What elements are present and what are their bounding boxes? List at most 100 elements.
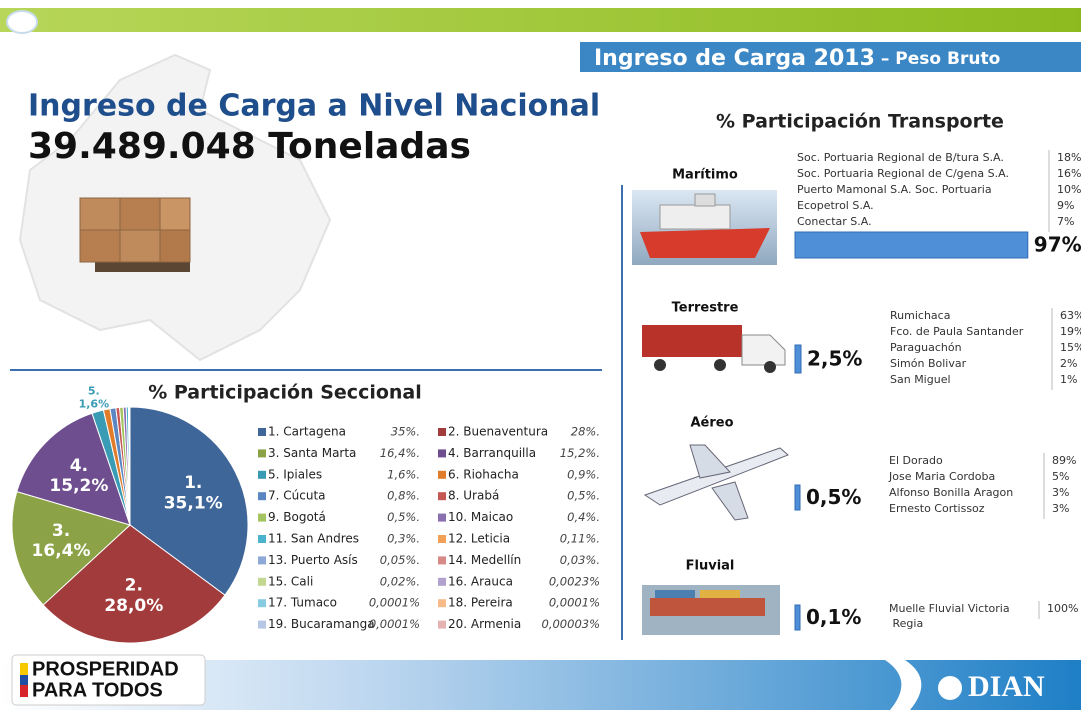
banner-subtitle: – Peso Bruto	[881, 49, 1000, 69]
share-bar	[795, 232, 1028, 258]
entity-name: Soc. Portuaria Regional de B/tura S.A.	[797, 151, 1004, 164]
legend-swatch	[438, 621, 446, 629]
legend-name: 1. Cartagena	[268, 425, 346, 439]
legend-swatch	[258, 556, 266, 564]
legend-swatch	[258, 578, 266, 586]
flag-red	[20, 685, 28, 697]
legend-value: 0,0001%	[369, 617, 420, 631]
logo-line1: PROSPERIDAD	[32, 658, 179, 680]
legend-value: 35%.	[391, 425, 420, 439]
slice-percent: 28,0%	[104, 596, 163, 616]
legend-value: 0,02%.	[380, 574, 420, 588]
pie-title: % Participación Seccional	[148, 382, 422, 404]
entity-share: 63%	[1060, 309, 1081, 322]
legend-value: 0,5%.	[567, 489, 600, 503]
share-label: 0,5%	[806, 485, 861, 509]
corner-ornament	[7, 11, 37, 33]
share-label: 2,5%	[807, 347, 862, 371]
share-label: 97%	[1034, 233, 1081, 257]
entity-share: 1%	[1060, 373, 1077, 386]
legend-name: 8. Urabá	[448, 489, 499, 503]
truck-image	[642, 325, 785, 373]
entity-share: 89%	[1052, 454, 1076, 467]
legend-name: 3. Santa Marta	[268, 446, 356, 460]
entity-name: San Miguel	[890, 373, 951, 386]
legend-value: 0,8%.	[387, 489, 420, 503]
entity-share: 18%	[1057, 151, 1081, 164]
dian-emblem	[938, 676, 962, 700]
legend-swatch	[258, 428, 266, 436]
entity-name: Jose Maria Cordoba	[888, 470, 995, 483]
legend-name: 20. Armenia	[448, 617, 521, 631]
entity-share: 9%	[1057, 199, 1074, 212]
legend-swatch	[258, 514, 266, 522]
legend-name: 17. Tumaco	[268, 596, 337, 610]
slice-percent: 35,1%	[164, 493, 223, 513]
entity-share: 10%	[1057, 183, 1081, 196]
entity-share: 16%	[1057, 167, 1081, 180]
barge-image	[642, 585, 780, 635]
legend-name: 19. Bucaramanga	[268, 617, 375, 631]
slice-number: 4.	[70, 456, 88, 476]
legend-name: 10. Maicao	[448, 510, 513, 524]
banner-title: Ingreso de Carga 2013 – Peso Bruto	[594, 46, 1000, 71]
legend-name: 14. Medellín	[448, 553, 521, 567]
top-bar	[0, 8, 1081, 32]
entity-name: Ecopetrol S.A.	[797, 199, 874, 212]
share-bar	[795, 605, 800, 630]
page: Ingreso de Carga 2013 – Peso Bruto Ingres…	[0, 0, 1081, 710]
slice-number: 5.	[88, 384, 100, 397]
transport-title: % Participación Transporte	[716, 111, 1004, 133]
share-bar	[795, 485, 800, 510]
entity-name-line: Muelle Fluvial Victoria	[889, 602, 1010, 615]
legend-value: 0,3%.	[387, 532, 420, 546]
legend-swatch	[258, 492, 266, 500]
legend-swatch	[438, 514, 446, 522]
entity-share: 2%	[1060, 357, 1077, 370]
slice-percent: 16,4%	[32, 541, 91, 561]
total-tonnage: 39.489.048 Toneladas	[28, 126, 471, 167]
mode-name: Fluvial	[686, 559, 735, 574]
entity-name: Ernesto Cortissoz	[889, 502, 985, 515]
flag-blue	[20, 675, 28, 685]
legend-value: 0,11%.	[560, 532, 600, 546]
entity-share: 15%	[1060, 341, 1081, 354]
main-title: Ingreso de Carga a Nivel Nacional	[28, 89, 600, 124]
legend-value: 16,4%.	[380, 446, 420, 460]
entity-name: El Dorado	[889, 454, 943, 467]
entity-name: Soc. Portuaria Regional de C/gena S.A.	[797, 167, 1009, 180]
logo-line2: PARA TODOS	[32, 679, 163, 701]
mode-name: Marítimo	[672, 168, 738, 183]
legend-value: 0,9%.	[567, 467, 600, 481]
legend-value: 1,6%.	[387, 467, 420, 481]
banner-title-main: Ingreso de Carga 2013	[594, 46, 875, 71]
legend-value: 0,0001%	[549, 596, 600, 610]
entity-share: 7%	[1057, 215, 1074, 228]
ship-image	[632, 190, 777, 265]
entity-name: Paraguachón	[890, 341, 962, 354]
entity-name: Rumichaca	[890, 309, 950, 322]
plane-image	[645, 445, 788, 520]
share-label: 0,1%	[806, 605, 861, 629]
legend-name: 11. San Andres	[268, 532, 359, 546]
entity-name: Simón Bolivar	[890, 357, 967, 370]
legend-swatch	[438, 492, 446, 500]
legend-swatch	[438, 428, 446, 436]
flag-yellow	[20, 663, 28, 675]
legend-swatch	[438, 449, 446, 457]
legend-name: 13. Puerto Asís	[268, 553, 358, 567]
legend-name: 4. Barranquilla	[448, 446, 536, 460]
legend-name: 15. Cali	[268, 574, 313, 588]
entity-name: Puerto Mamonal S.A. Soc. Portuaria	[797, 183, 992, 196]
legend-value: 0,5%.	[387, 510, 420, 524]
legend-swatch	[438, 578, 446, 586]
legend-name: 16. Arauca	[448, 574, 513, 588]
legend-swatch	[258, 535, 266, 543]
legend-value: 0,03%.	[560, 553, 600, 567]
legend-swatch	[258, 449, 266, 457]
share-bar	[795, 345, 801, 373]
slice-percent: 15,2%	[49, 476, 108, 496]
legend-swatch	[438, 599, 446, 607]
dian-logo: DIAN	[968, 670, 1045, 703]
mode-name: Terrestre	[672, 301, 739, 316]
